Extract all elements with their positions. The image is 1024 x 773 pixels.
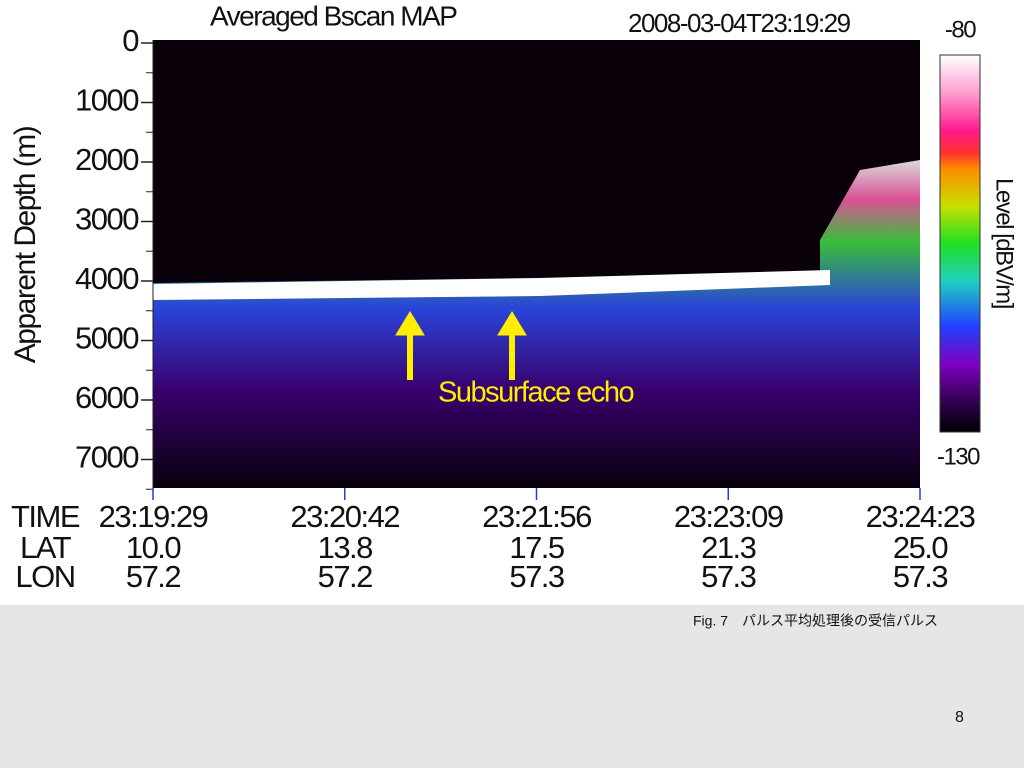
lat-label: 17.5 <box>509 530 564 565</box>
y-tick-label: 1000 <box>75 83 139 118</box>
figure-title: Averaged Bscan MAP <box>210 0 457 31</box>
page-number: 8 <box>955 709 964 726</box>
background-texture <box>0 605 1024 768</box>
y-tick-label: 5000 <box>75 321 139 356</box>
time-label: 23:23:09 <box>674 499 783 534</box>
time-label: 23:19:29 <box>99 499 208 534</box>
surface-echo <box>153 270 830 300</box>
annotation: Subsurface echo <box>438 377 634 409</box>
lat-label: 10.0 <box>126 530 182 565</box>
echo-region <box>153 160 920 488</box>
caption: Fig. 7 パルス平均処理後の受信パルス <box>693 613 938 629</box>
time-label: 23:20:42 <box>290 499 399 534</box>
lat-label: 21.3 <box>701 530 756 565</box>
y-tick-label: 6000 <box>75 380 139 415</box>
colorbar-min: -130 <box>937 443 980 470</box>
lat-label: 13.8 <box>318 530 373 565</box>
annotation-arrows <box>395 311 527 380</box>
y-tick-label: 3000 <box>75 202 139 237</box>
colorbar-max: -80 <box>945 16 976 43</box>
row-label: TIME <box>11 499 80 534</box>
row-label: LAT <box>20 530 72 565</box>
lat-label: 25.0 <box>893 530 949 565</box>
colorbar-label: Level [dBV/m] <box>991 178 1018 308</box>
colorbar <box>939 54 981 433</box>
y-tick-label: 7000 <box>75 440 139 475</box>
time-label: 23:24:23 <box>866 499 975 534</box>
lon-label: 57.3 <box>893 559 948 594</box>
y-tick-label: 0 <box>122 23 139 58</box>
lon-label: 57.3 <box>509 559 564 594</box>
y-axis-label: Apparent Depth (m) <box>9 126 42 363</box>
time-label: 23:21:56 <box>482 499 591 534</box>
y-tick-label: 2000 <box>75 142 139 177</box>
y-tick-label: 4000 <box>75 261 139 296</box>
lon-label: 57.2 <box>126 559 181 594</box>
row-label: LON <box>15 559 74 594</box>
lon-label: 57.2 <box>318 559 373 594</box>
timestamp: 2008-03-04T23:19:29 <box>628 8 851 38</box>
lon-label: 57.3 <box>701 559 756 594</box>
